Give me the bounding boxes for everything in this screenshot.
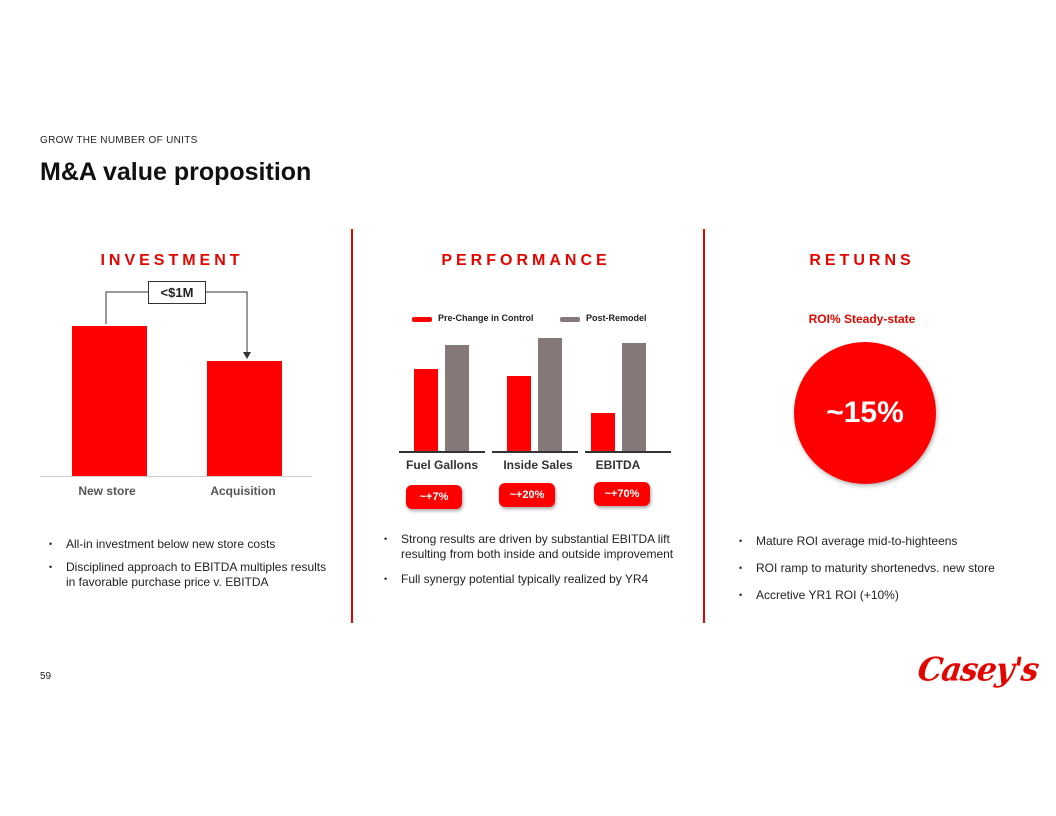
performance-category-fuel: Fuel Gallons	[405, 458, 478, 472]
investment-callout: <$1M	[148, 281, 206, 304]
column-divider-left	[351, 229, 353, 623]
legend-swatch-pre	[412, 317, 432, 322]
caseys-logo: Casey's	[915, 651, 1041, 692]
performance-bullet: Full synergy potential typically realize…	[375, 572, 675, 587]
performance-bar-pre-1	[507, 375, 531, 452]
performance-chart	[395, 335, 685, 455]
column-divider-right	[703, 229, 705, 623]
performance-bar-post-2	[622, 343, 646, 452]
section-kicker: GROW THE NUMBER OF UNITS	[40, 135, 198, 146]
performance-bullets: Strong results are driven by substantial…	[375, 532, 675, 595]
investment-bullets: All-in investment below new store costs …	[40, 537, 330, 598]
investment-category-new-store: New store	[78, 484, 136, 498]
performance-category-ebitda: EBITDA	[595, 458, 641, 472]
legend-label-pre: Pre-Change in Control	[438, 313, 534, 323]
legend-label-post: Post-Remodel	[586, 313, 647, 323]
performance-legend: Pre-Change in Control Post-Remodel	[412, 313, 672, 327]
investment-bullet: Disciplined approach to EBITDA multiples…	[40, 560, 330, 590]
change-pill-inside: ~+20%	[499, 483, 555, 507]
investment-bar-acquisition	[207, 361, 282, 476]
investment-connector	[105, 291, 251, 359]
performance-category-inside: Inside Sales	[503, 458, 573, 472]
investment-chart: <$1M New store Acquisition	[40, 280, 320, 510]
returns-subtitle: ROI% Steady-state	[808, 312, 916, 326]
performance-axis-fuel	[399, 451, 485, 453]
investment-axis	[40, 476, 312, 477]
returns-bullet: Accretive YR1 ROI (+10%)	[730, 588, 1030, 603]
investment-heading: INVESTMENT	[100, 252, 244, 269]
change-pill-ebitda: ~+70%	[594, 482, 650, 506]
page-number: 59	[40, 671, 52, 682]
performance-bar-post-1	[538, 338, 562, 452]
investment-bullet: All-in investment below new store costs	[40, 537, 330, 552]
page-title: M&A value proposition	[40, 158, 312, 186]
performance-axis-ebitda	[585, 451, 671, 453]
performance-bar-post-0	[445, 344, 469, 452]
investment-category-acquisition: Acquisition	[210, 484, 276, 498]
returns-bullets: Mature ROI average mid-to-highteens ROI …	[730, 534, 1030, 611]
investment-bar-new-store	[72, 326, 147, 476]
legend-swatch-post	[560, 317, 580, 322]
caseys-logo-text: Casey's	[915, 651, 1041, 689]
performance-bullet: Strong results are driven by substantial…	[375, 532, 675, 562]
returns-bullet: Mature ROI average mid-to-highteens	[730, 534, 1030, 549]
performance-axis-inside	[492, 451, 578, 453]
change-pill-fuel: ~+7%	[406, 485, 462, 509]
performance-heading: PERFORMANCE	[441, 252, 611, 269]
performance-bar-pre-0	[414, 368, 438, 452]
performance-bar-pre-2	[591, 413, 615, 452]
returns-bullet: ROI ramp to maturity shortenedvs. new st…	[730, 561, 1030, 576]
returns-heading: RETURNS	[809, 252, 915, 269]
roi-circle: ~15%	[794, 342, 936, 484]
